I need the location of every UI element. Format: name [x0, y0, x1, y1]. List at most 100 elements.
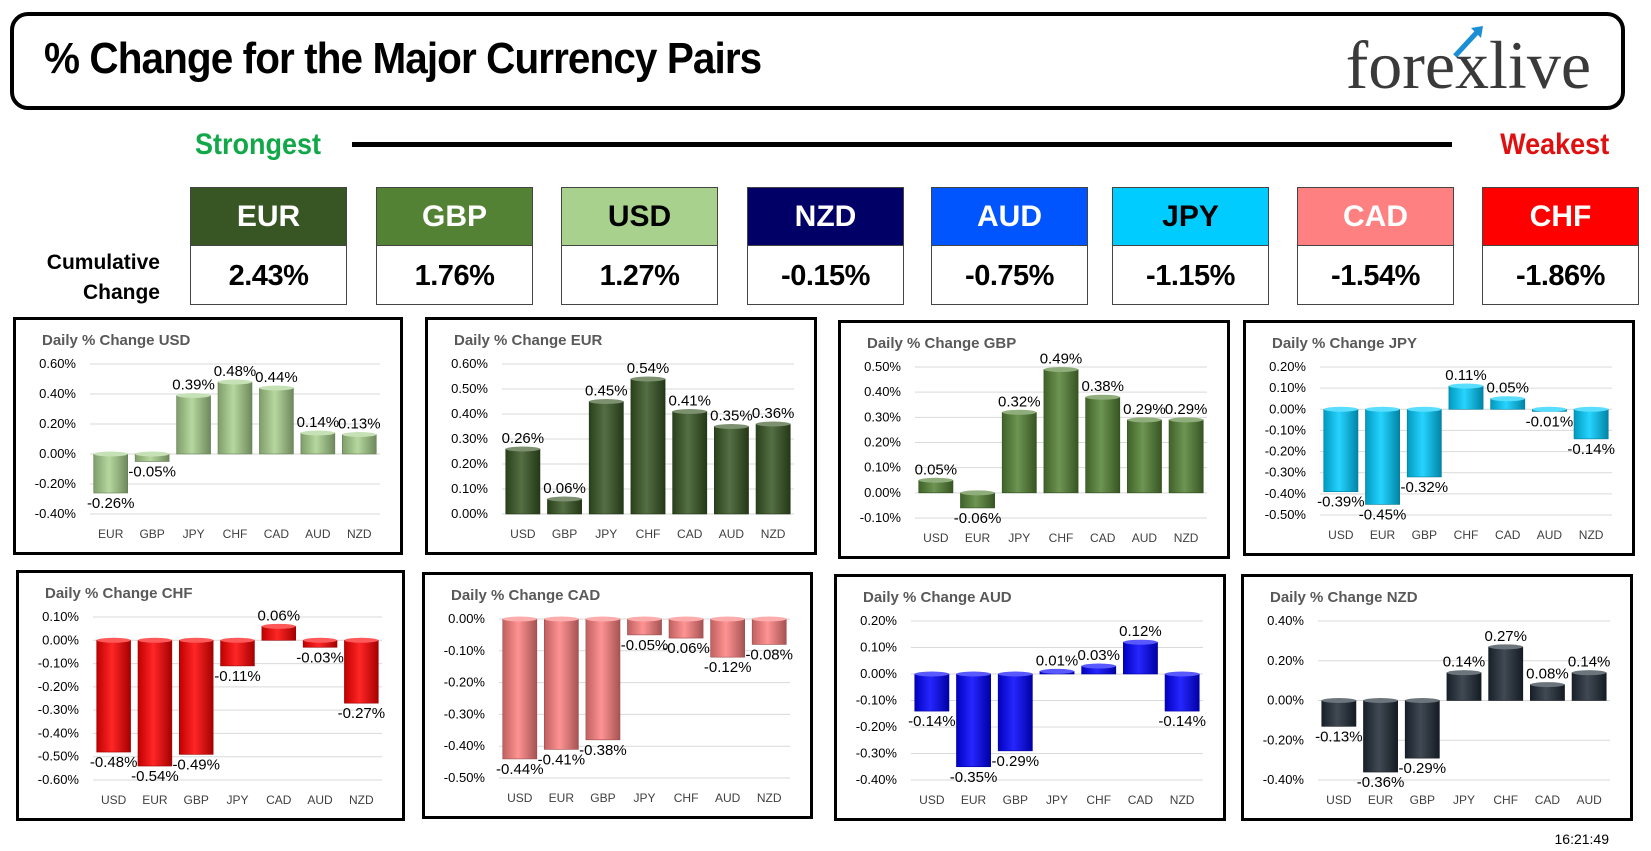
data-label: 0.12%: [1119, 623, 1162, 640]
bar-cad: [1085, 396, 1121, 494]
bar-usd: [502, 618, 538, 760]
chart-title: Daily % Change CAD: [451, 587, 601, 604]
bar-cap: [1363, 698, 1398, 703]
x-tick-label: NZD: [761, 527, 786, 541]
data-label: -0.38%: [579, 742, 627, 759]
bar-gbp: [997, 673, 1033, 752]
data-label: -0.08%: [745, 646, 793, 663]
bar-jpy: [1446, 672, 1482, 701]
x-tick-label: CAD: [264, 527, 290, 541]
bar-cap: [259, 385, 294, 391]
y-tick-label: 0.60%: [451, 356, 488, 371]
x-tick-label: JPY: [226, 793, 248, 807]
bar-chf: [1488, 646, 1524, 701]
bar-chf: [630, 378, 666, 515]
y-tick-label: -0.40%: [1265, 486, 1307, 501]
y-tick-label: -0.30%: [444, 706, 486, 721]
data-label: 0.06%: [543, 480, 586, 497]
bar-cap: [710, 616, 745, 622]
y-tick-label: -0.30%: [38, 702, 80, 717]
x-tick-label: CAD: [1535, 793, 1561, 807]
y-tick-label: -0.50%: [1265, 507, 1307, 522]
bar-cap: [1407, 406, 1442, 412]
x-tick-label: NZD: [349, 793, 374, 807]
data-label: 0.05%: [1486, 380, 1529, 397]
data-label: -0.05%: [128, 464, 176, 481]
y-tick-label: 0.40%: [39, 386, 76, 401]
data-label: -0.48%: [90, 754, 138, 771]
bar-aud: [1127, 419, 1162, 494]
x-tick-label: USD: [1326, 793, 1352, 807]
currency-code: NZD: [748, 188, 903, 246]
data-label: -0.12%: [704, 659, 752, 676]
bar-cap: [220, 637, 255, 643]
bar-cad: [259, 387, 294, 455]
bar-cap: [261, 623, 296, 629]
data-label: 0.14%: [1443, 654, 1486, 671]
logo-text: forexlive: [1345, 27, 1591, 103]
x-tick-label: GBP: [184, 793, 209, 807]
bar-cap: [300, 430, 335, 436]
currency-box-jpy: JPY -1.15%: [1112, 187, 1269, 305]
y-tick-label: -0.10%: [1265, 422, 1307, 437]
x-tick-label: EUR: [1370, 528, 1396, 542]
bar-cap: [998, 671, 1033, 677]
data-label: -0.26%: [87, 495, 135, 512]
data-label: -0.05%: [621, 637, 669, 654]
bar-jpy: [220, 639, 255, 667]
bar-cap: [669, 616, 704, 622]
bar-eur: [1363, 700, 1398, 773]
bar-cap: [1043, 367, 1079, 373]
x-tick-label: JPY: [595, 527, 617, 541]
data-label: -0.06%: [954, 510, 1002, 527]
currency-box-chf: CHF -1.86%: [1482, 187, 1639, 305]
bar-eur: [1365, 408, 1400, 505]
data-label: 0.29%: [1165, 401, 1208, 418]
bar-gbp: [1406, 408, 1442, 478]
bar-cap: [1081, 663, 1116, 669]
x-tick-label: EUR: [965, 531, 991, 545]
chart-title: Daily % Change USD: [42, 332, 191, 349]
bar-gbp: [178, 639, 214, 755]
data-label: -0.32%: [1401, 479, 1449, 496]
chart-panel-0: Daily % Change USD -0.40% -0.20% 0.00% 0.20%…: [13, 317, 403, 555]
bar-cap: [1165, 671, 1200, 677]
bar-cad: [1123, 641, 1158, 675]
bar-cap: [179, 637, 214, 643]
x-tick-label: EUR: [142, 793, 168, 807]
currency-box-aud: AUD -0.75%: [931, 187, 1088, 305]
bar-cap: [1448, 383, 1484, 389]
currency-box-usd: USD 1.27%: [561, 187, 718, 305]
data-label: 0.01%: [1036, 652, 1079, 669]
x-tick-label: CHF: [1454, 528, 1479, 542]
y-tick-label: -0.20%: [856, 719, 898, 734]
data-label: 0.45%: [585, 383, 628, 400]
bar-gbp: [585, 618, 621, 741]
bar-cap: [1323, 406, 1358, 412]
data-label: -0.06%: [662, 640, 710, 657]
data-label: -0.03%: [296, 649, 344, 666]
bar-cap: [1039, 668, 1075, 674]
currency-box-nzd: NZD -0.15%: [747, 187, 904, 305]
bar-nzd: [751, 618, 787, 645]
bar-nzd: [1573, 408, 1609, 440]
y-tick-label: -0.10%: [856, 693, 898, 708]
x-tick-label: CHF: [223, 527, 248, 541]
chart-title: Daily % Change AUD: [863, 589, 1012, 606]
data-label: 0.39%: [172, 377, 215, 394]
y-tick-label: 0.00%: [1267, 693, 1304, 708]
currency-cumulative-value: 2.43%: [228, 260, 309, 292]
bar-cap: [93, 451, 128, 457]
data-label: 0.48%: [214, 363, 257, 380]
bar-cap: [714, 424, 749, 429]
x-tick-label: AUD: [715, 791, 741, 805]
x-tick-label: CAD: [1090, 531, 1116, 545]
chart-svg: 0.00% 0.10% 0.20% 0.30% 0.40% 0.50% 0.60% 0.26%…: [451, 356, 794, 541]
x-tick-label: CHF: [1049, 531, 1074, 545]
data-label: 0.08%: [1526, 666, 1569, 683]
currency-box-cad: CAD -1.54%: [1297, 187, 1454, 305]
x-tick-label: AUD: [1132, 531, 1158, 545]
data-label: 0.11%: [1445, 367, 1486, 384]
y-tick-label: -0.60%: [38, 772, 80, 787]
data-label: -0.54%: [131, 768, 179, 785]
